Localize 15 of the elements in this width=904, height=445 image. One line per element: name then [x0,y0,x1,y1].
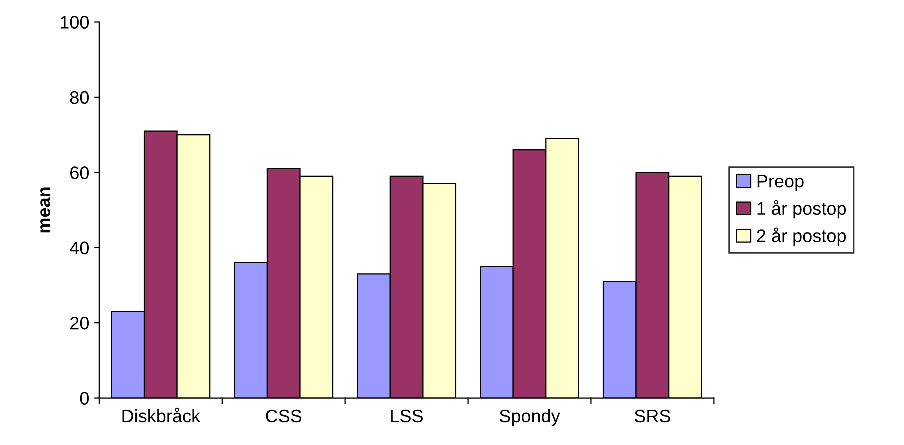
x-tick-label: LSS [391,410,424,423]
x-tick-label: CSS [266,410,302,423]
x-tick-label: Spondy [500,409,560,426]
y-tick-label: 20 [70,317,90,330]
legend-label: Preop [758,175,804,192]
y-tick-label: 0 [80,392,90,405]
legend-label: 1 år postop [758,200,846,219]
y-tick-label: 40 [70,242,90,255]
y-tick-label: 80 [70,91,90,104]
y-axis-title: mean [40,188,50,233]
y-tick-label: 60 [70,166,90,180]
x-tick-label: Diskbråck [122,408,201,423]
legend-label: 2 år postop [757,228,846,246]
x-tick-label: SRS [634,410,670,423]
y-tick-label: 100 [60,16,90,29]
